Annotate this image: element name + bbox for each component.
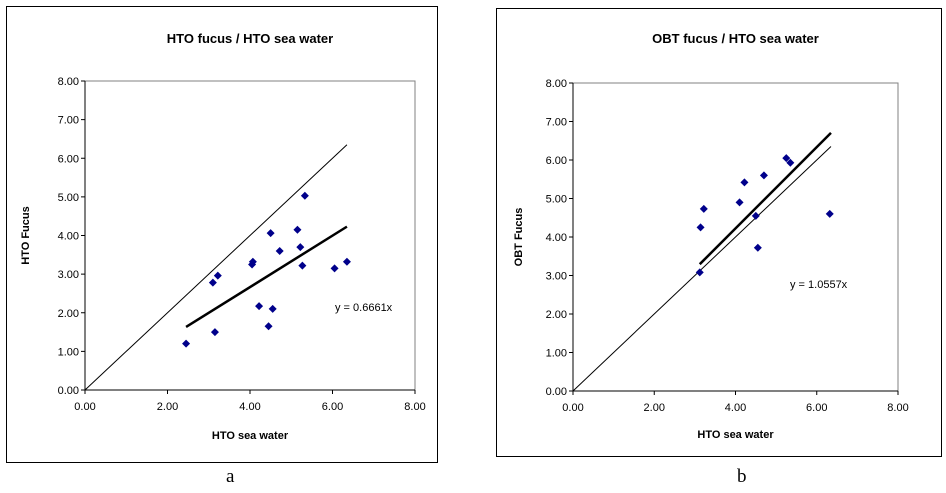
trendline-equation-a: y = 0.6661x [335, 302, 393, 314]
trend-line-a [185, 225, 348, 329]
x-tick-label-b: 6.00 [806, 402, 827, 414]
caption-b: b [737, 466, 747, 487]
data-point-a [342, 257, 351, 266]
data-point-b [696, 223, 705, 232]
y-tick-label-a: 8.00 [58, 76, 79, 88]
data-point-a [268, 304, 277, 313]
y-tick-label-b: 3.00 [546, 271, 567, 283]
reference-line-b [572, 146, 832, 392]
data-point-a [248, 257, 257, 266]
y-tick-label-b: 7.00 [546, 117, 567, 129]
chart-panel-b: 0.00 1.00 2.00 3.00 4.00 5.00 6.00 7.00 8.00 0.00… [496, 8, 942, 457]
y-tick-label-b: 5.00 [546, 194, 567, 206]
data-point-b [740, 178, 749, 187]
data-point-b [699, 204, 708, 213]
chart-title-a: HTO fucus / HTO sea water [167, 31, 333, 46]
x-tick-label-b: 4.00 [725, 402, 746, 414]
chart-panel-a: 0.00 1.00 2.00 3.00 4.00 5.00 6.00 7.00 8.00 0.00… [6, 6, 438, 463]
data-point-a [298, 261, 307, 270]
data-point-b [735, 198, 744, 207]
y-tick-label-a: 7.00 [58, 115, 79, 127]
chart-a-svg: 0.00 1.00 2.00 3.00 4.00 5.00 6.00 7.00 8.00 0.00… [20, 31, 426, 442]
x-tick-label-b: 0.00 [562, 402, 583, 414]
x-axis-label-a: HTO sea water [212, 430, 289, 442]
caption-a: a [226, 466, 235, 487]
data-point-a [210, 328, 219, 337]
data-point-a [300, 191, 309, 200]
x-tick-label-a: 8.00 [404, 401, 425, 413]
y-tick-label-a: 4.00 [58, 231, 79, 243]
y-tick-label-b: 1.00 [546, 348, 567, 360]
x-tick-label-b: 8.00 [887, 402, 908, 414]
data-point-a [213, 271, 222, 280]
data-point-a [330, 264, 339, 273]
data-point-b [786, 158, 795, 167]
data-point-a [182, 339, 191, 348]
data-point-b [751, 211, 760, 220]
x-tick-label-b: 2.00 [644, 402, 665, 414]
reference-line-a [84, 144, 348, 391]
x-axis-label-b: HTO sea water [697, 429, 774, 441]
data-point-a [266, 229, 275, 238]
data-point-a [275, 246, 284, 255]
y-tick-label-a: 6.00 [58, 153, 79, 165]
y-tick-label-b: 2.00 [546, 309, 567, 321]
y-tick-label-b: 0.00 [546, 386, 567, 398]
data-point-a [296, 243, 305, 252]
y-tick-label-b: 4.00 [546, 232, 567, 244]
y-tick-label-b: 8.00 [546, 78, 567, 90]
data-point-a [208, 278, 217, 287]
data-point-a [264, 322, 273, 331]
data-point-a [293, 225, 302, 234]
data-point-b [695, 268, 704, 277]
y-tick-label-a: 1.00 [58, 346, 79, 358]
data-point-b [782, 154, 791, 163]
data-point-b [825, 209, 834, 218]
trend-line-b [698, 132, 832, 266]
y-tick-label-a: 5.00 [58, 192, 79, 204]
y-tick-label-a: 3.00 [58, 269, 79, 281]
y-tick-label-a: 0.00 [58, 385, 79, 397]
x-tick-label-a: 2.00 [157, 401, 178, 413]
chart-b-svg: 0.00 1.00 2.00 3.00 4.00 5.00 6.00 7.00 8.00 0.00… [513, 31, 909, 441]
chart-title-b: OBT fucus / HTO sea water [652, 31, 819, 46]
y-tick-label-a: 2.00 [58, 308, 79, 320]
data-point-b [753, 243, 762, 252]
y-tick-label-b: 6.00 [546, 155, 567, 167]
x-tick-label-a: 6.00 [322, 401, 343, 413]
x-tick-label-a: 0.00 [74, 401, 95, 413]
y-axis-label-a: HTO Fucus [20, 206, 32, 264]
data-point-b [759, 171, 768, 180]
trendline-equation-b: y = 1.0557x [790, 279, 848, 291]
data-point-a [255, 302, 264, 311]
x-tick-label-a: 4.00 [239, 401, 260, 413]
y-axis-label-b: OBT Fucus [513, 208, 525, 267]
